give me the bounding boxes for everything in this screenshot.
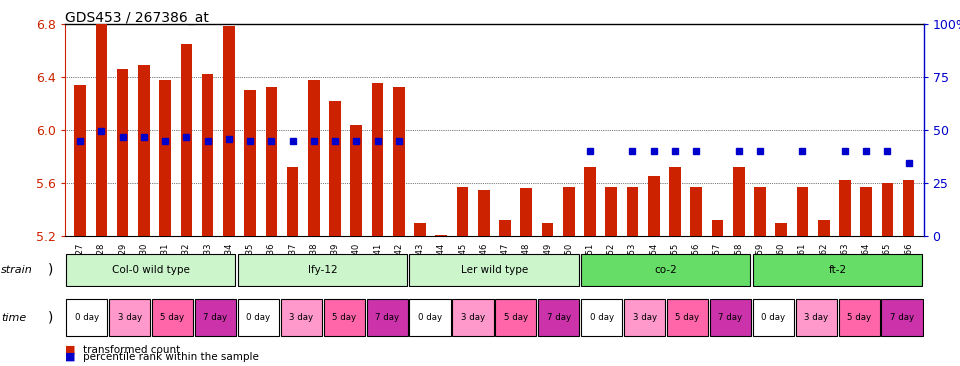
Text: Col-0 wild type: Col-0 wild type — [112, 265, 190, 275]
Bar — [581, 299, 622, 336]
Bar — [755, 187, 766, 236]
Text: 3 day: 3 day — [117, 313, 142, 322]
Bar — [117, 69, 129, 236]
Text: 3 day: 3 day — [633, 313, 657, 322]
Bar — [96, 24, 108, 236]
Text: 3 day: 3 day — [461, 313, 485, 322]
Bar — [648, 176, 660, 236]
Bar — [180, 44, 192, 236]
Bar — [152, 299, 193, 336]
Text: 7 day: 7 day — [718, 313, 742, 322]
Bar — [902, 180, 915, 236]
Bar — [495, 299, 537, 336]
Text: ■: ■ — [65, 344, 76, 355]
Bar — [409, 299, 450, 336]
Text: 7 day: 7 day — [890, 313, 914, 322]
Bar — [457, 187, 468, 236]
Bar — [499, 220, 511, 236]
Bar — [539, 299, 580, 336]
Text: lfy-12: lfy-12 — [308, 265, 338, 275]
Text: transformed count: transformed count — [83, 344, 180, 355]
Text: GDS453 / 267386_at: GDS453 / 267386_at — [65, 11, 209, 25]
Bar — [581, 254, 750, 285]
Bar — [372, 83, 383, 236]
Text: strain: strain — [1, 265, 33, 275]
Bar — [452, 299, 493, 336]
Bar — [860, 187, 872, 236]
Bar — [74, 85, 86, 236]
Text: ): ) — [48, 310, 54, 325]
Bar — [753, 254, 922, 285]
Text: 3 day: 3 day — [804, 313, 828, 322]
Bar — [409, 254, 579, 285]
Bar — [711, 220, 723, 236]
Bar — [414, 223, 426, 236]
Bar — [709, 299, 751, 336]
Text: Ler wild type: Ler wild type — [461, 265, 528, 275]
Text: 5 day: 5 day — [676, 313, 700, 322]
Bar — [244, 90, 256, 236]
Bar — [287, 167, 299, 236]
Bar — [839, 180, 851, 236]
Bar — [584, 167, 596, 236]
Text: ■: ■ — [65, 352, 76, 362]
Text: 0 day: 0 day — [418, 313, 443, 322]
Text: 7 day: 7 day — [375, 313, 399, 322]
Bar — [541, 223, 553, 236]
Text: 3 day: 3 day — [289, 313, 313, 322]
Bar — [818, 220, 829, 236]
Bar — [478, 190, 490, 236]
Bar — [238, 299, 279, 336]
Bar — [223, 26, 234, 236]
Text: 0 day: 0 day — [761, 313, 785, 322]
Bar — [732, 167, 745, 236]
Bar — [308, 79, 320, 236]
Text: ft-2: ft-2 — [828, 265, 847, 275]
Bar — [753, 299, 794, 336]
Bar — [669, 167, 681, 236]
Bar — [627, 187, 638, 236]
Text: ): ) — [48, 263, 54, 277]
Text: time: time — [1, 313, 26, 322]
Bar — [838, 299, 879, 336]
Bar — [238, 254, 407, 285]
Text: 5 day: 5 day — [847, 313, 872, 322]
Bar — [159, 79, 171, 236]
Bar — [329, 101, 341, 236]
Bar — [797, 187, 808, 236]
Bar — [66, 299, 108, 336]
Bar — [202, 74, 213, 236]
Bar — [624, 299, 665, 336]
Bar — [436, 235, 447, 236]
Text: 0 day: 0 day — [589, 313, 613, 322]
Bar — [324, 299, 365, 336]
Bar — [266, 87, 277, 236]
Bar — [66, 254, 235, 285]
Bar — [109, 299, 151, 336]
Text: 0 day: 0 day — [247, 313, 271, 322]
Bar — [350, 125, 362, 236]
Bar — [796, 299, 837, 336]
Bar — [776, 223, 787, 236]
Bar — [138, 65, 150, 236]
Text: 7 day: 7 day — [204, 313, 228, 322]
Bar — [667, 299, 708, 336]
Bar — [393, 87, 405, 236]
Text: 5 day: 5 day — [332, 313, 356, 322]
Bar — [606, 187, 617, 236]
Bar — [367, 299, 408, 336]
Bar — [881, 299, 923, 336]
Bar — [690, 187, 702, 236]
Text: co-2: co-2 — [655, 265, 678, 275]
Text: percentile rank within the sample: percentile rank within the sample — [83, 352, 258, 362]
Text: 5 day: 5 day — [160, 313, 184, 322]
Text: 7 day: 7 day — [546, 313, 571, 322]
Text: 0 day: 0 day — [75, 313, 99, 322]
Bar — [520, 188, 532, 236]
Bar — [280, 299, 322, 336]
Text: 5 day: 5 day — [504, 313, 528, 322]
Bar — [881, 183, 893, 236]
Bar — [195, 299, 236, 336]
Bar — [563, 187, 575, 236]
